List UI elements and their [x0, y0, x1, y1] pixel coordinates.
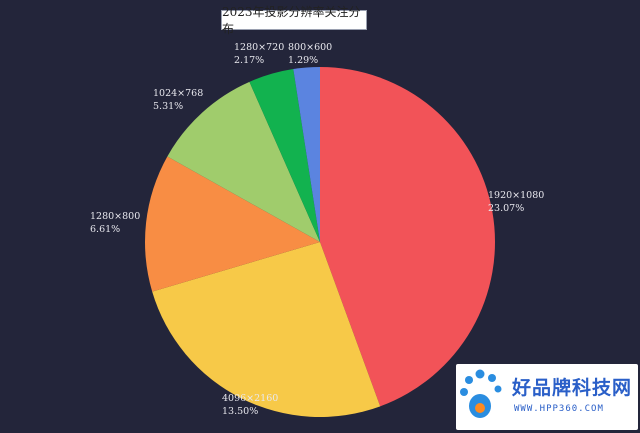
- slice-label: 4096×2160: [222, 393, 278, 404]
- slice-label: 800×600: [288, 42, 332, 53]
- watermark: 好品牌科技网 WWW.HPP360.COM: [456, 364, 638, 430]
- slice-percent: 6.61%: [90, 224, 120, 235]
- watermark-url: WWW.HPP360.COM: [514, 404, 604, 414]
- slice-label: 1280×800: [90, 211, 140, 222]
- pie-slice-1920×1080: [320, 67, 496, 407]
- slice-percent: 5.31%: [153, 101, 183, 112]
- slice-percent: 1.29%: [288, 55, 318, 66]
- slice-percent: 13.50%: [222, 406, 258, 417]
- watermark-title: 好品牌科技网: [512, 377, 633, 399]
- pie-slice-1024×768: [167, 81, 320, 242]
- pie-slice-4096×2160: [152, 242, 381, 417]
- pie-slice-800×600: [293, 67, 320, 242]
- pie-slice-1280×720: [249, 69, 320, 242]
- slice-percent: 2.17%: [234, 55, 264, 66]
- watermark-logo-icon: [460, 369, 502, 418]
- slice-label: 1920×1080: [488, 190, 544, 201]
- slice-label: 1280×720: [234, 42, 284, 53]
- slice-percent: 23.07%: [488, 203, 524, 214]
- slice-label: 1024×768: [153, 88, 203, 99]
- pie-slice-1280×800: [144, 156, 320, 292]
